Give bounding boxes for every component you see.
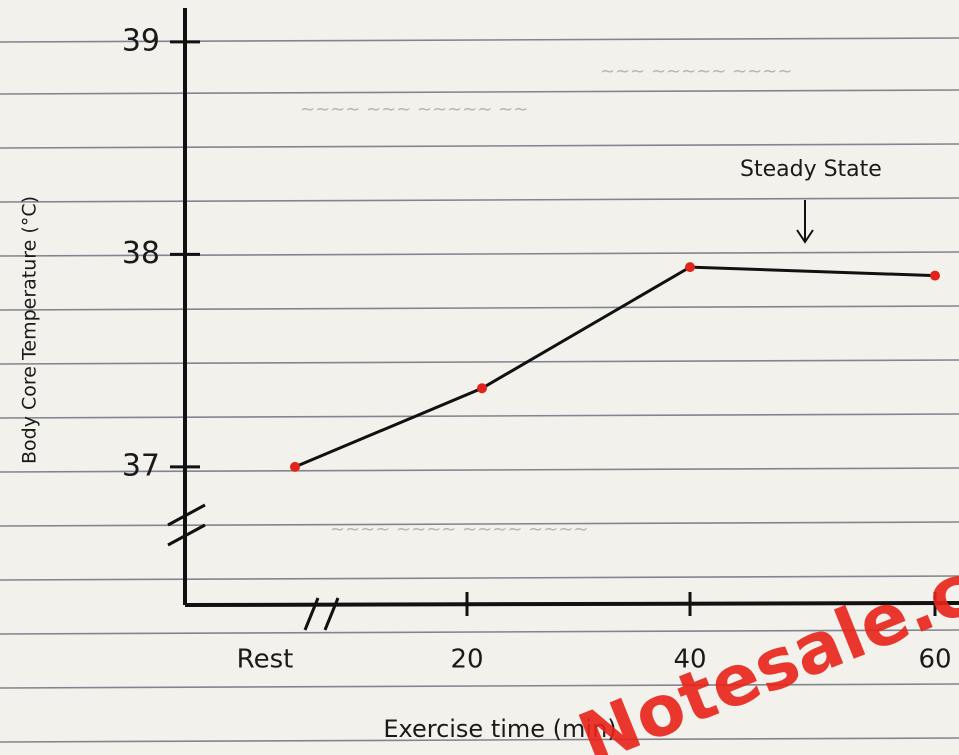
y-tick-label: 39 xyxy=(122,23,160,58)
watermark: Notesale.co xyxy=(568,530,959,755)
y-tick-label: 37 xyxy=(122,448,160,483)
x-tick-label: Rest xyxy=(237,645,294,675)
x-tick-label: 20 xyxy=(450,645,483,675)
y-axis-label: Body Core Temperature (°C) xyxy=(19,196,41,464)
point xyxy=(930,271,940,281)
y-tick-label: 38 xyxy=(122,236,160,271)
chart: ~~~ ~~~~~ ~~~~ ~~~~ ~~~ ~~~~~ ~~ ~~~~ ~~… xyxy=(0,0,959,755)
point xyxy=(290,462,300,472)
point xyxy=(685,262,695,272)
bleed-through: ~~~~ ~~~~ ~~~~ ~~~~ xyxy=(330,519,588,540)
line xyxy=(295,267,935,467)
bleed-through: ~~~~ ~~~ ~~~~~ ~~ xyxy=(300,99,528,120)
annotation: Steady State xyxy=(740,157,882,182)
point xyxy=(477,383,487,393)
bleed-through: ~~~ ~~~~~ ~~~~ xyxy=(600,61,792,82)
